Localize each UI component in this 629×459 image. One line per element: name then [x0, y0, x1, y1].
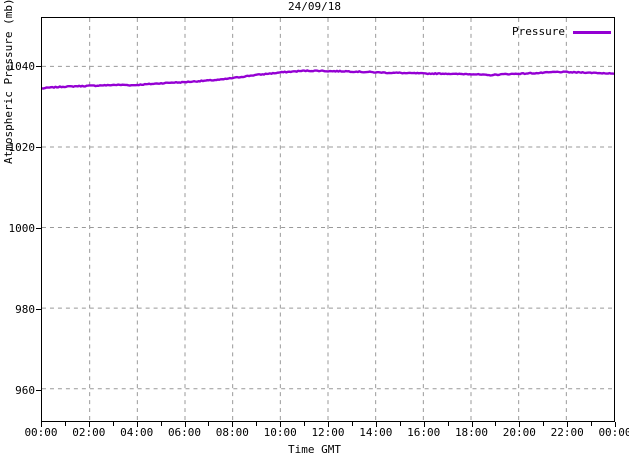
x-tick-label: 06:00 — [167, 426, 202, 439]
x-tick-label: 00:00 — [598, 426, 629, 439]
x-tick-mark — [351, 422, 353, 426]
plot-area — [41, 17, 615, 422]
x-tick-mark — [64, 422, 66, 426]
x-tick-mark — [495, 422, 497, 426]
x-tick-mark — [615, 422, 616, 427]
x-tick-label: 14:00 — [359, 426, 393, 439]
x-tick-label: 10:00 — [263, 426, 297, 439]
y-tick-mark — [36, 227, 41, 229]
x-tick-mark — [184, 422, 186, 427]
x-tick-label: 08:00 — [215, 426, 249, 439]
y-tick-mark — [36, 308, 41, 310]
y-tick-label: 980 — [15, 302, 35, 316]
x-tick-mark — [399, 422, 401, 426]
x-tick-mark — [423, 422, 425, 427]
x-tick-mark — [88, 422, 90, 427]
x-tick-label: 04:00 — [120, 426, 154, 439]
x-tick-mark — [375, 422, 377, 427]
x-tick-mark — [280, 422, 282, 427]
x-tick-mark — [471, 422, 473, 427]
x-tick-mark — [232, 422, 234, 427]
legend-swatch-pressure — [572, 30, 611, 34]
x-tick-mark — [41, 422, 42, 427]
series-line-pressure — [42, 69, 614, 90]
x-tick-label: 20:00 — [502, 426, 536, 439]
data-series-layer — [42, 69, 614, 90]
y-axis-title: Atmospheric Pressure (mb) — [2, 0, 15, 164]
x-tick-label: 18:00 — [454, 426, 489, 439]
y-tick-mark — [36, 146, 41, 148]
x-tick-label: 22:00 — [550, 426, 584, 439]
x-tick-mark — [519, 422, 521, 427]
x-tick-label: 12:00 — [311, 426, 345, 439]
x-axis-labels: 00:00 02:00 04:00 06:00 08:00 10:00 12:00 14:00… — [0, 427, 629, 443]
chart-legend: Pressure — [512, 24, 611, 40]
x-tick-mark — [447, 422, 449, 426]
x-tick-mark — [136, 422, 138, 427]
x-tick-mark — [208, 422, 210, 426]
chart-title: 24/09/18 — [288, 0, 341, 13]
x-tick-mark — [256, 422, 258, 426]
gridlines — [42, 18, 614, 421]
x-tick-mark — [567, 422, 569, 427]
x-tick-mark — [112, 422, 114, 426]
y-tick-label: 1040 — [8, 59, 36, 73]
y-axis-labels: 1040 1020 1000 980 960 — [0, 0, 41, 459]
x-tick-mark — [543, 422, 545, 426]
x-tick-label: 16:00 — [407, 426, 441, 439]
y-tick-label: 960 — [15, 383, 35, 397]
x-tick-mark — [160, 422, 162, 426]
x-tick-label: 00:00 — [24, 426, 58, 439]
x-tick-mark — [304, 422, 306, 426]
y-tick-mark — [36, 65, 41, 67]
y-tick-label: 1000 — [8, 221, 36, 235]
y-tick-mark — [36, 389, 41, 391]
x-axis-title: Time GMT — [288, 443, 341, 456]
y-tick-label: 1020 — [8, 140, 36, 154]
legend-label-pressure: Pressure — [512, 25, 565, 38]
x-tick-mark — [591, 422, 593, 426]
x-tick-label: 02:00 — [72, 426, 106, 439]
x-tick-mark — [328, 422, 329, 427]
